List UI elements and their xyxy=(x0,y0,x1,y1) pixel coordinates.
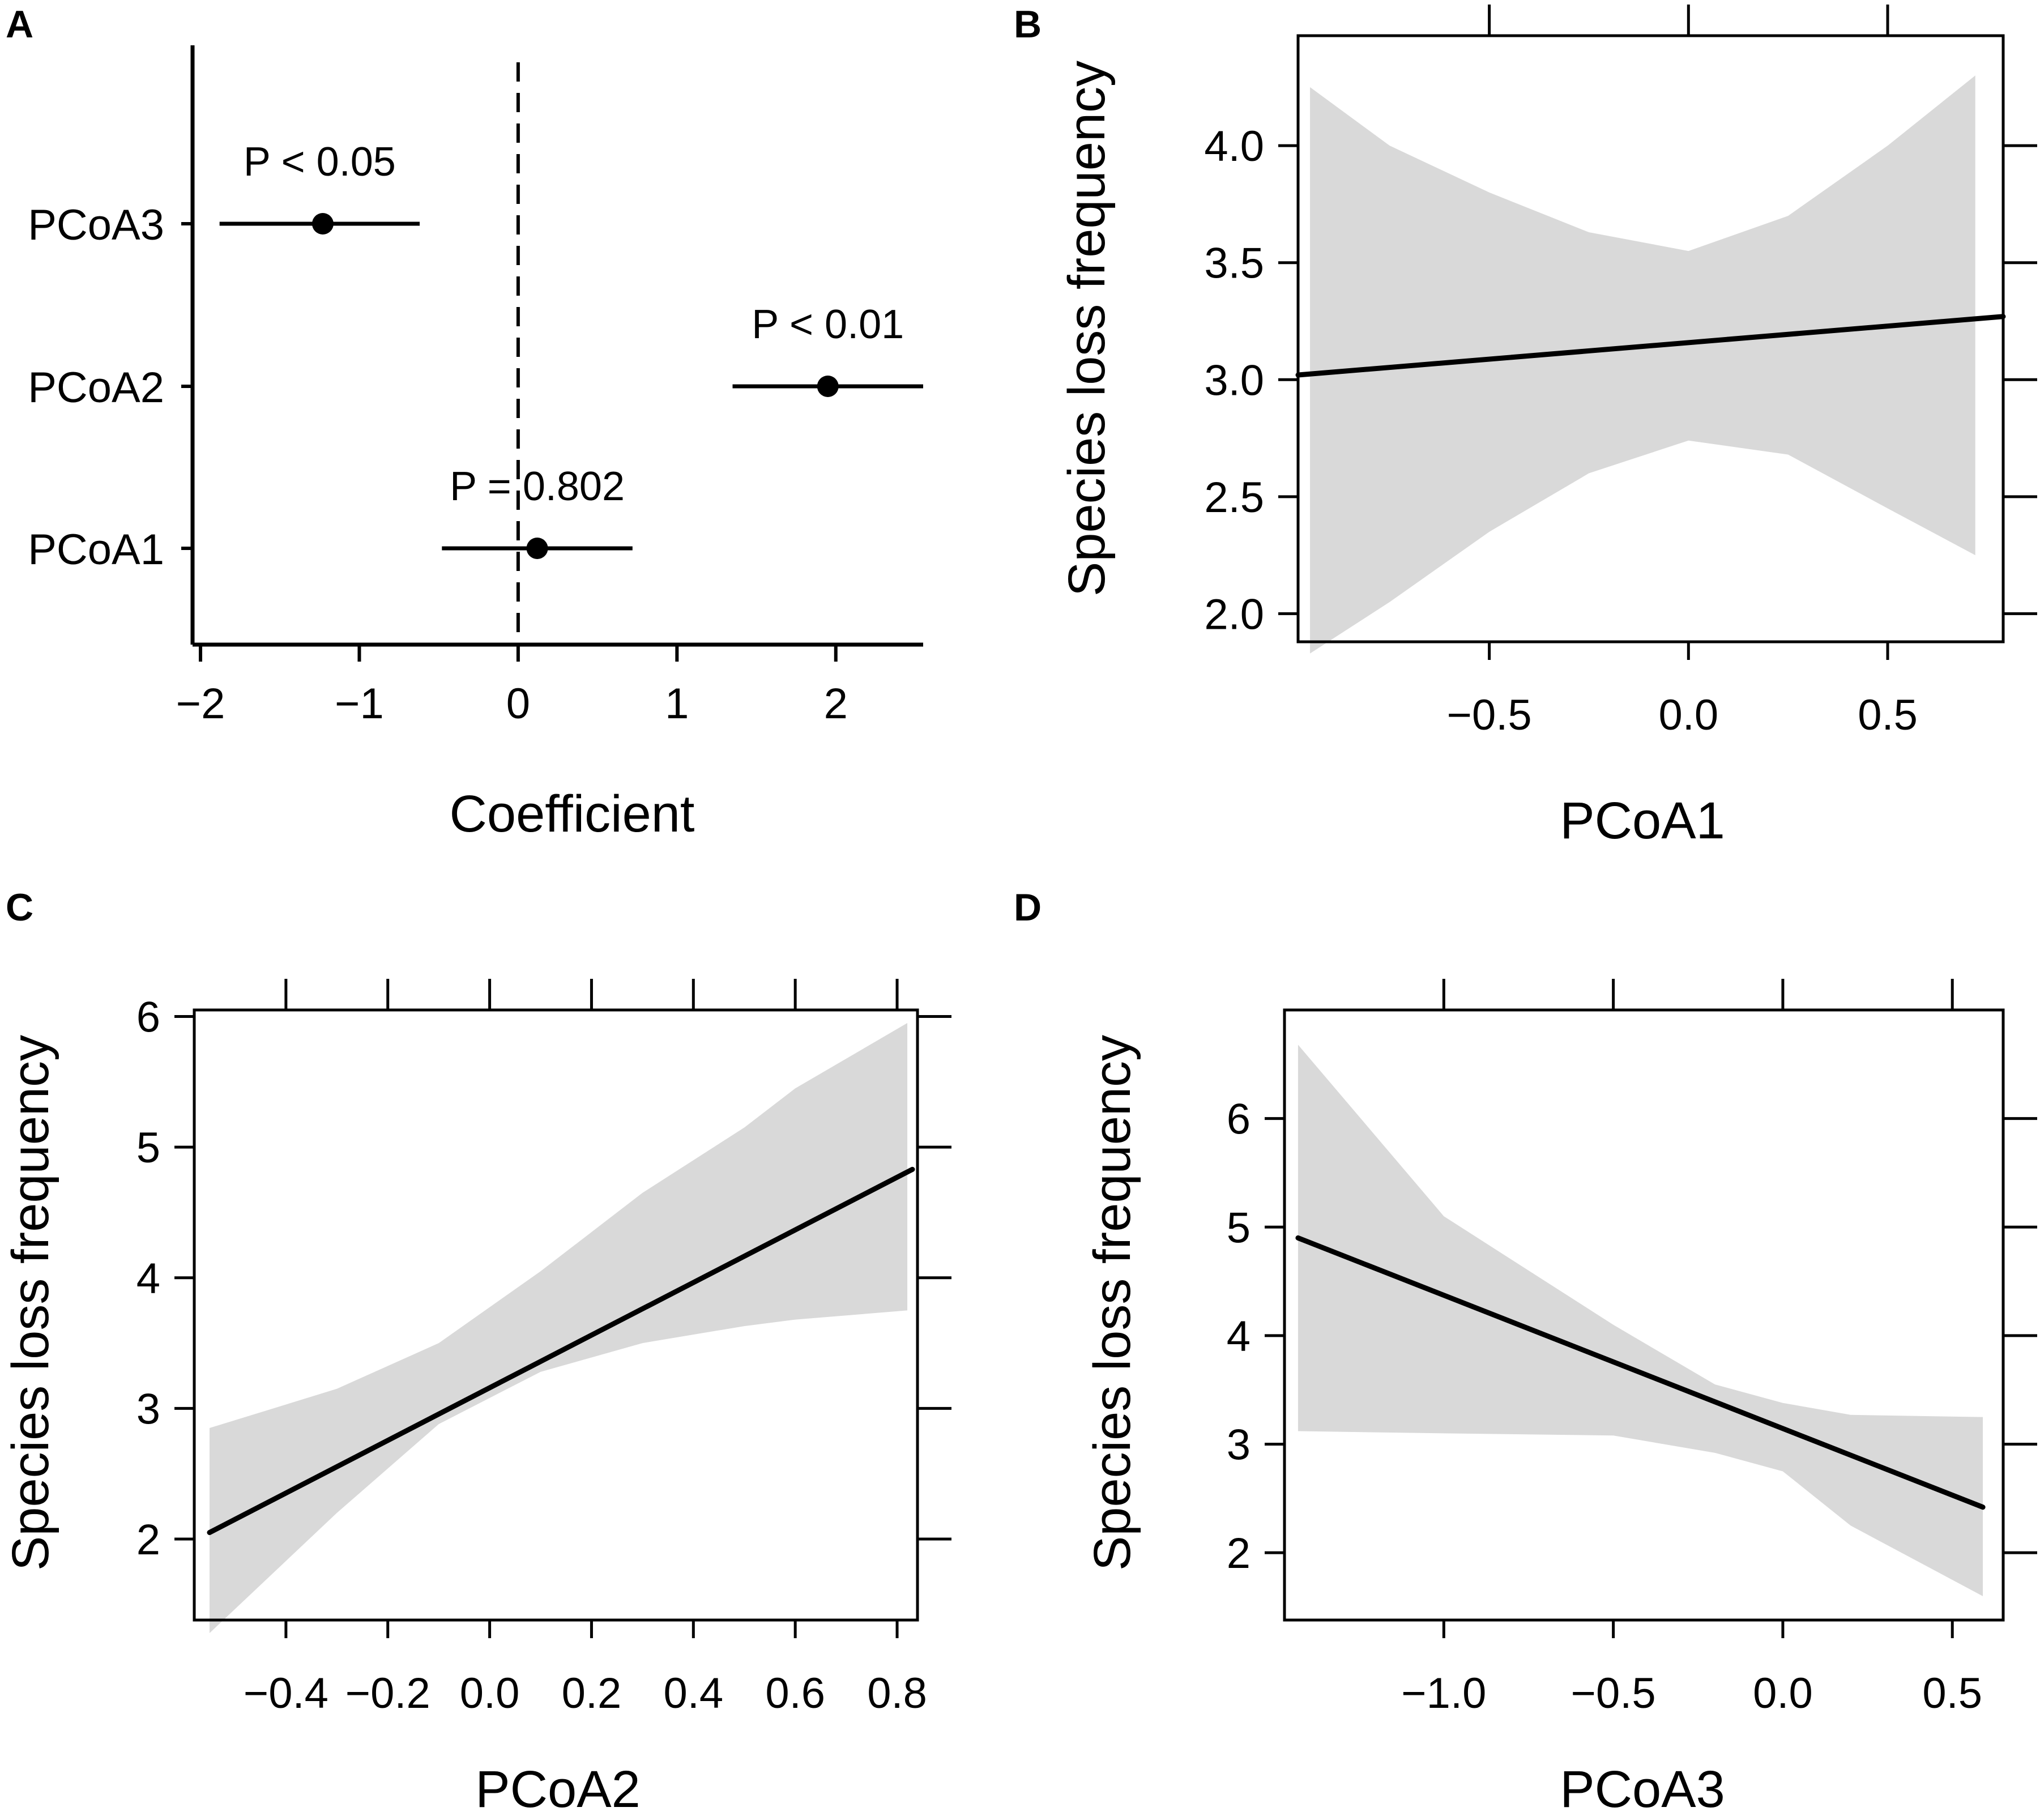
panel-b-x-axis-title: PCoA1 xyxy=(1560,792,1725,850)
panel-a-y-tick-label: PCoA1 xyxy=(28,526,164,574)
panel-a-coefficient-plot: −2 −1 0 1 2 PCoA3 P < 0.05 PCoA2 P < 0.01 PCoA1 P … xyxy=(28,45,923,728)
panel-d-x-tick-label: −0.5 xyxy=(1571,1669,1656,1717)
panel-c-y-tick-label: 3 xyxy=(136,1385,160,1433)
panel-c-plot-frame xyxy=(193,1008,919,1622)
panel-label-d: D xyxy=(1014,886,1042,929)
panel-b-x-tick-label: 0.5 xyxy=(1858,691,1918,739)
panel-b-plot-frame xyxy=(1296,34,2005,643)
panel-c-y-tick-label: 5 xyxy=(136,1124,160,1172)
panel-d-x-axis-title: PCoA3 xyxy=(1560,1761,1725,1817)
panel-b-confidence-band xyxy=(1310,75,1975,654)
panel-c-y-tick-label: 4 xyxy=(136,1255,160,1303)
panel-b-y-axis-title: Species loss frequency xyxy=(1058,61,1116,596)
panel-c-x-axis-title: PCoA2 xyxy=(475,1761,641,1817)
panel-b-y-tick-label: 4.0 xyxy=(1204,122,1264,171)
panel-label-c: C xyxy=(6,886,33,929)
panel-a-estimate-point xyxy=(526,538,548,559)
panel-a-p-value-annotation: P < 0.01 xyxy=(752,302,904,347)
panel-c-confidence-band xyxy=(209,1023,908,1634)
panel-d-y-axis-title: Species loss frequency xyxy=(1083,1035,1141,1571)
panel-a-p-value-annotation: P = 0.802 xyxy=(450,464,625,509)
panel-d-y-tick-label: 6 xyxy=(1227,1096,1251,1144)
panel-b-fit-line xyxy=(1295,314,2006,378)
panel-d-x-tick-label: 0.0 xyxy=(1753,1669,1813,1717)
panel-a-x-tick-label: −1 xyxy=(335,680,384,728)
panel-a-y-tick-label: PCoA2 xyxy=(28,364,164,412)
panel-d-confidence-band xyxy=(1298,1045,1983,1596)
panel-a-estimate-point xyxy=(311,213,334,235)
panel-a-x-tick-label: 0 xyxy=(506,680,530,728)
panel-d-y-tick-label: 5 xyxy=(1227,1204,1251,1252)
panel-c-x-tick-label: 0.4 xyxy=(663,1669,723,1717)
panel-b-x-tick-label: 0.0 xyxy=(1658,691,1718,739)
panel-c-x-tick-label: 0.6 xyxy=(765,1669,825,1717)
panel-c-y-tick-label: 6 xyxy=(136,994,160,1042)
panel-label-b: B xyxy=(1014,3,1042,46)
panel-d-y-tick-label: 4 xyxy=(1227,1312,1251,1361)
panel-a-estimate-point xyxy=(817,376,839,397)
panel-d-effect-plot: −1.0 −0.5 0.0 0.5 2 3 4 5 6 xyxy=(1227,979,2037,1717)
panel-d-fit-line xyxy=(1295,1235,1986,1510)
panel-b-y-tick-label: 3.5 xyxy=(1204,240,1264,288)
panel-d-plot-frame xyxy=(1283,1008,2005,1622)
panel-d-y-tick-label: 3 xyxy=(1227,1421,1251,1469)
panel-b-y-tick-label: 2.5 xyxy=(1204,474,1264,522)
panel-c-x-tick-label: 0.0 xyxy=(460,1669,520,1717)
panel-b-y-tick-label: 2.0 xyxy=(1204,590,1264,638)
panel-a-p-value-annotation: P < 0.05 xyxy=(244,139,396,185)
panel-c-x-tick-label: 0.8 xyxy=(867,1669,927,1717)
panel-c-x-tick-label: −0.4 xyxy=(244,1669,328,1717)
panel-c-effect-plot: −0.4 −0.2 0.0 0.2 0.4 0.6 0.8 2 3 4 5 6 xyxy=(136,979,951,1717)
panel-b-x-tick-label: −0.5 xyxy=(1447,691,1532,739)
panel-a-y-tick-label: PCoA3 xyxy=(28,201,164,249)
panel-d-y-tick-label: 2 xyxy=(1227,1529,1251,1578)
panel-c-x-tick-label: −0.2 xyxy=(345,1669,430,1717)
panel-d-x-tick-label: 0.5 xyxy=(1922,1669,1982,1717)
panel-c-x-tick-label: 0.2 xyxy=(562,1669,622,1717)
panel-label-a: A xyxy=(6,3,33,46)
panel-c-y-axis-title: Species loss frequency xyxy=(2,1035,59,1571)
panel-b-y-tick-label: 3.0 xyxy=(1204,356,1264,404)
panel-a-x-tick-label: 1 xyxy=(665,680,689,728)
panel-a-x-tick-label: 2 xyxy=(824,680,848,728)
panel-c-fit-line xyxy=(207,1166,915,1535)
panel-b-effect-plot: −0.5 0.0 0.5 2.0 2.5 3.0 3.5 4.0 xyxy=(1204,5,2037,739)
panel-c-y-tick-label: 2 xyxy=(136,1516,160,1564)
panel-d-x-tick-label: −1.0 xyxy=(1401,1669,1486,1717)
panel-a-x-tick-label: −2 xyxy=(176,680,225,728)
panel-a-x-axis-title: Coefficient xyxy=(449,785,694,843)
